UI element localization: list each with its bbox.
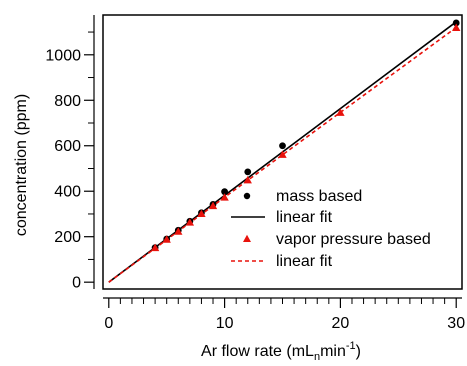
y-tick-label: 600 bbox=[54, 138, 81, 155]
x-tick-label: 0 bbox=[104, 315, 113, 332]
legend-label: vapor pressure based bbox=[276, 231, 431, 248]
y-tick-label: 1000 bbox=[45, 47, 81, 64]
data-point-triangle bbox=[174, 227, 183, 235]
y-tick-label: 800 bbox=[54, 93, 81, 110]
x-axis-label-sup: -1 bbox=[346, 340, 356, 352]
legend-label: linear fit bbox=[276, 253, 333, 270]
data-point-triangle bbox=[278, 150, 287, 158]
legend-label: mass based bbox=[276, 188, 362, 205]
legend: mass based linear fit vapor pressure based… bbox=[231, 188, 431, 270]
data-point-triangle bbox=[150, 243, 160, 252]
data-point-triangle bbox=[452, 23, 461, 32]
data-point-triangle bbox=[197, 209, 206, 218]
data-point-circle bbox=[279, 142, 286, 150]
series-layer bbox=[108, 19, 461, 283]
x-axis-label-sub: n bbox=[314, 351, 320, 363]
data-point-triangle bbox=[208, 201, 218, 210]
x-axis: 0 10 20 30 bbox=[103, 297, 465, 332]
x-axis-label-main: Ar flow rate (mL bbox=[201, 343, 314, 360]
legend-symbol-triangle bbox=[243, 234, 251, 242]
data-point-circle bbox=[221, 188, 228, 196]
data-point-triangle bbox=[243, 175, 252, 184]
data-point-triangle bbox=[162, 235, 171, 243]
x-axis-label: Ar flow rate (mLnmin-1) bbox=[201, 340, 361, 363]
y-tick-label: 200 bbox=[54, 229, 81, 246]
plot-frame bbox=[102, 14, 463, 290]
x-tick-label: 10 bbox=[216, 315, 234, 332]
data-point-triangle bbox=[220, 193, 229, 201]
data-point-circle bbox=[452, 19, 460, 27]
y-tick-label: 0 bbox=[72, 275, 81, 292]
x-axis-label-end: ) bbox=[356, 343, 361, 360]
data-point-triangle bbox=[336, 108, 345, 116]
x-tick-label: 30 bbox=[447, 315, 465, 332]
data-point-triangle bbox=[185, 218, 195, 226]
y-axis-label: concentration (ppm) bbox=[13, 94, 30, 236]
y-tick-label: 400 bbox=[54, 184, 81, 201]
y-axis: 0 200 400 600 800 1000 bbox=[45, 15, 95, 292]
legend-label: linear fit bbox=[276, 209, 333, 226]
x-tick-label: 20 bbox=[332, 315, 350, 332]
legend-symbol-circle bbox=[243, 192, 251, 200]
x-axis-label-mid: min bbox=[320, 343, 346, 360]
data-point-circle bbox=[244, 168, 252, 176]
